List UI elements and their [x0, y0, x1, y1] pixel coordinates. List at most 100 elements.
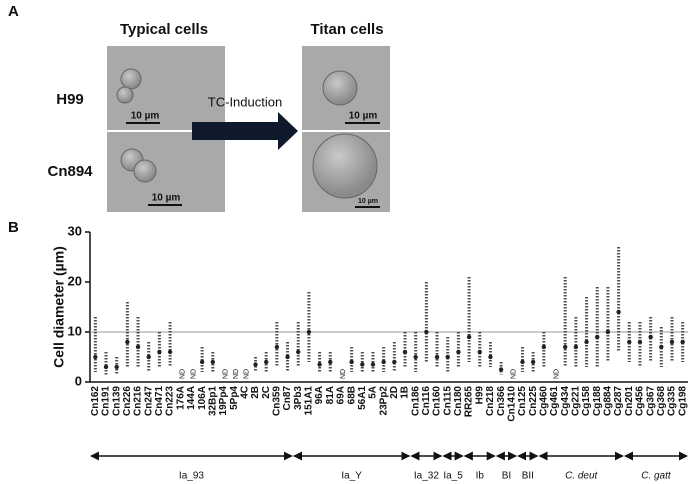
group-label: BI [502, 471, 511, 482]
median [498, 367, 504, 372]
median [659, 344, 664, 350]
group-label: C. deut [565, 471, 598, 482]
x-tick-label: Cn160 [432, 386, 443, 416]
scale-bar: 10 µm [131, 111, 160, 122]
x-tick-label: 19Pp4 [218, 386, 229, 416]
x-tick-label: Cn225 [528, 386, 539, 416]
median [274, 344, 280, 350]
column-title: Typical cells [120, 21, 208, 38]
median [125, 339, 130, 345]
median [680, 339, 685, 345]
x-tick-label: Cn366 [496, 386, 507, 416]
x-tick-label: 32Bp1 [207, 386, 218, 416]
x-tick-label: 176A [175, 386, 186, 410]
x-tick-label: 2C [261, 386, 272, 399]
x-tick-label: Cg221 [571, 386, 582, 416]
x-tick-label: Cg158 [581, 386, 592, 416]
median [424, 329, 429, 335]
median [210, 359, 216, 365]
induction-arrow [192, 112, 298, 150]
median [627, 339, 632, 345]
micrograph: 10 µm [302, 46, 390, 130]
x-tick-label: 69A [336, 386, 347, 404]
median [434, 354, 440, 360]
micrograph: 10 µm [107, 46, 225, 130]
nd-label: ND [222, 369, 229, 379]
x-tick-label: Cn216 [133, 386, 144, 416]
x-tick-label: Cn471 [154, 386, 165, 416]
x-tick-label: Cn87 [282, 386, 293, 411]
x-tick-label: Cn223 [165, 386, 176, 416]
x-tick-label: 96A [314, 386, 325, 404]
median [135, 344, 141, 350]
x-tick-label: Cg188 [592, 386, 603, 416]
x-tick-label: 151A1 [304, 386, 315, 416]
x-tick-label: 4C [239, 386, 250, 399]
median [114, 364, 119, 370]
y-axis-label: Cell diameter (µm) [51, 246, 67, 368]
group-label: Ia_93 [179, 471, 204, 482]
x-tick-label: Cg884 [603, 386, 614, 416]
median [349, 359, 354, 365]
scale-bar: 10 µm [152, 193, 181, 204]
median [370, 362, 376, 367]
median [317, 362, 322, 367]
nd-label: ND [511, 369, 518, 379]
x-tick-label: Cn115 [442, 386, 453, 416]
median [637, 339, 643, 345]
x-tick-label: 3Pb3 [293, 386, 304, 410]
median [488, 354, 493, 360]
group-label: Ia_Y [341, 471, 362, 482]
nd-label: ND [180, 369, 187, 379]
median [285, 354, 290, 360]
x-tick-label: Cn116 [421, 386, 432, 416]
x-tick-label: Cn186 [410, 386, 421, 416]
x-tick-label: Cg368 [656, 386, 667, 416]
median [541, 344, 547, 350]
y-tick-label: 30 [68, 223, 82, 238]
row-label: Cn894 [47, 163, 93, 180]
median [392, 359, 397, 365]
median [584, 339, 589, 345]
x-tick-label: 5A [368, 386, 379, 399]
plot: 0 10 20 30 Cn162 Cn191 Cn139 Cn226 Cn216 Cn247 Cn4… [68, 223, 689, 481]
x-tick-label: Cn191 [101, 386, 112, 416]
median [157, 349, 162, 355]
median [573, 344, 579, 350]
x-tick-label: Cg460 [538, 386, 549, 416]
column-title: Titan cells [310, 21, 383, 38]
x-tick-label: 68B [346, 386, 357, 404]
median [616, 309, 621, 315]
median [477, 349, 482, 355]
median [530, 359, 536, 365]
x-tick-label: Cg198 [677, 386, 688, 416]
median [167, 349, 173, 355]
micrograph: 10 µm [107, 132, 225, 212]
median [306, 329, 312, 335]
arrow-label: TC-Induction [208, 94, 282, 109]
median [146, 354, 151, 360]
median [605, 329, 611, 335]
nd-label: ND [553, 369, 560, 379]
median [402, 349, 408, 355]
nd-label: ND [190, 369, 197, 379]
x-tick-label: 1B [400, 386, 411, 399]
median [466, 334, 472, 340]
median [328, 359, 333, 365]
x-tick-label: Cg456 [635, 386, 646, 416]
scale-bar: 10 µm [358, 198, 378, 205]
x-tick-label: Cn226 [122, 386, 133, 416]
micrograph: 10 µm [302, 132, 390, 212]
row-label: H99 [56, 91, 84, 108]
group-label: Ib [476, 471, 485, 482]
y-tick-label: 10 [68, 323, 82, 338]
median [669, 339, 675, 345]
group-label: BII [522, 471, 534, 482]
median [413, 354, 418, 360]
median [648, 334, 653, 340]
x-tick-label: 81A [325, 386, 336, 404]
median [93, 354, 98, 360]
x-tick-label: Cn359 [272, 386, 283, 416]
x-tick-label: 2D [389, 386, 400, 399]
